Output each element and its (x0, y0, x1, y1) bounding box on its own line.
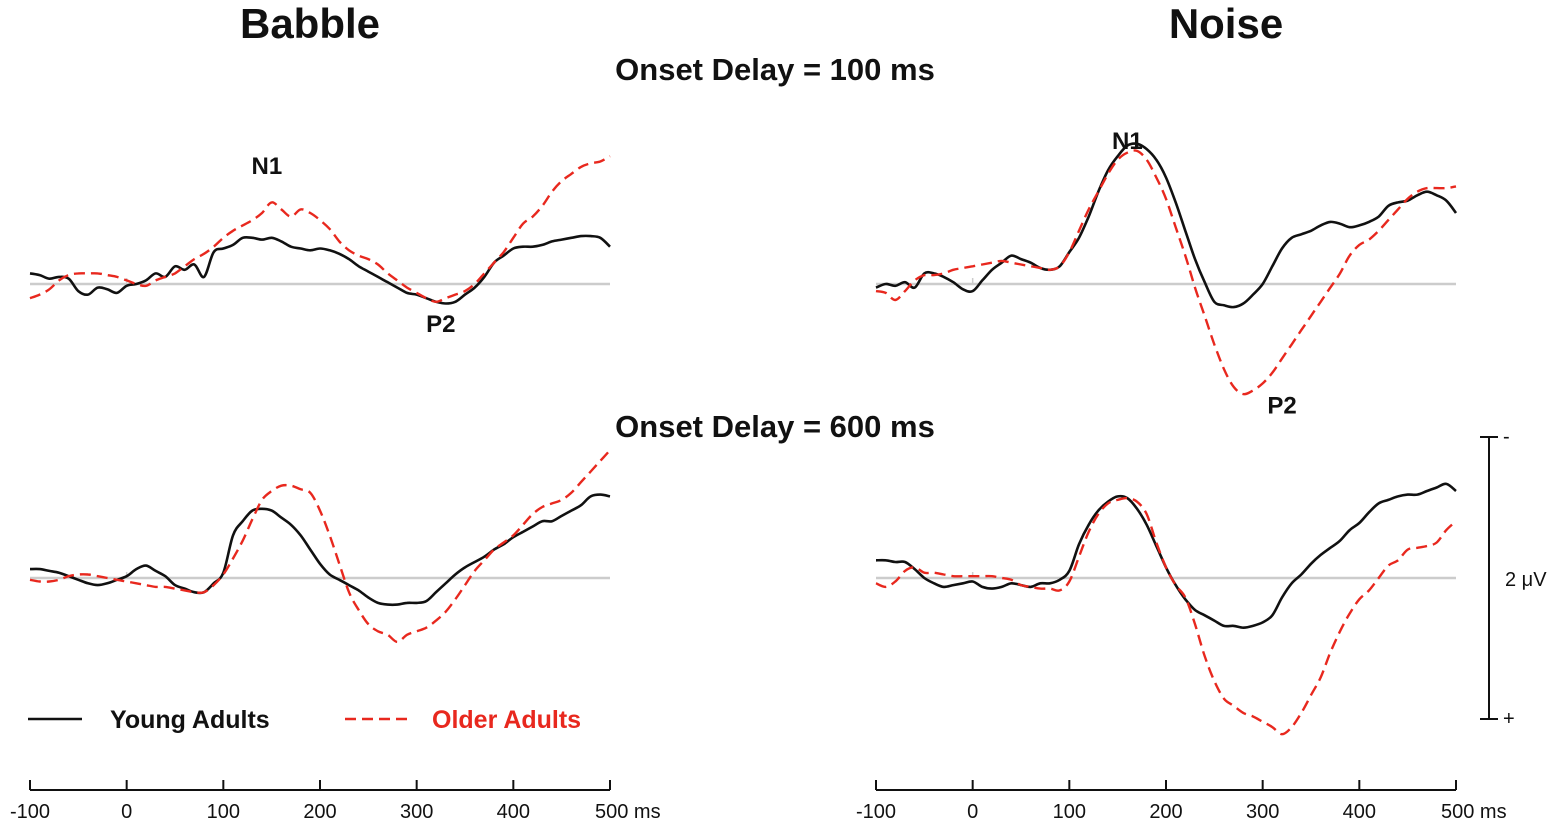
legend: Young Adults Older Adults (28, 706, 581, 734)
legend-older-label: Older Adults (432, 706, 581, 734)
tick-label: 0 (967, 801, 978, 823)
scale-bar-neg-label: - (1503, 426, 1510, 448)
tick-label: 300 (1246, 801, 1279, 823)
series-line-older (875, 496, 1457, 736)
tick-label: -100 (10, 801, 50, 823)
tick-label: -100 (856, 801, 896, 823)
row-title-600ms: Onset Delay = 600 ms (615, 409, 935, 444)
scale-bar-label: 2 μV (1505, 569, 1547, 591)
peak-label-p2: P2 (1267, 393, 1296, 420)
time-axis-babble: -100 0 100 200 300 400 500 ms (10, 780, 661, 823)
series-line-young (29, 234, 611, 305)
row-title-100ms: Onset Delay = 100 ms (615, 52, 935, 87)
tick-label: 400 (497, 801, 530, 823)
panel-noise-100ms: N1 P2 (875, 128, 1458, 420)
peak-label-p2: P2 (426, 311, 455, 338)
series-line-young (29, 493, 611, 607)
tick-label: 400 (1343, 801, 1376, 823)
series-line-older (875, 149, 1457, 396)
babble-column-title: Babble (240, 0, 380, 47)
tick-label: 100 (207, 801, 240, 823)
panel-noise-600ms (875, 482, 1457, 736)
tick-label: 0 (121, 801, 132, 823)
panel-babble-100ms: N1 P2 (29, 153, 611, 338)
panel-babble-600ms (29, 449, 611, 644)
noise-column-title: Noise (1169, 0, 1283, 47)
tick-label: 200 (303, 801, 336, 823)
scale-bar-pos-label: + (1503, 708, 1515, 730)
tick-label: 300 (400, 801, 433, 823)
tick-label: 100 (1053, 801, 1086, 823)
legend-young-label: Young Adults (110, 706, 270, 734)
peak-label-n1: N1 (1112, 128, 1143, 155)
tick-label: 200 (1149, 801, 1182, 823)
peak-label-n1: N1 (251, 153, 282, 180)
time-axis-noise: -100 0 100 200 300 400 500 ms (856, 780, 1507, 823)
series-line-young (875, 142, 1458, 309)
series-line-older (29, 449, 611, 644)
series-line-older (29, 155, 611, 303)
tick-label: 500 ms (595, 801, 661, 823)
series-line-young (875, 482, 1457, 629)
tick-label: 500 ms (1441, 801, 1507, 823)
amplitude-scale-bar: - + 2 μV (1480, 426, 1547, 730)
